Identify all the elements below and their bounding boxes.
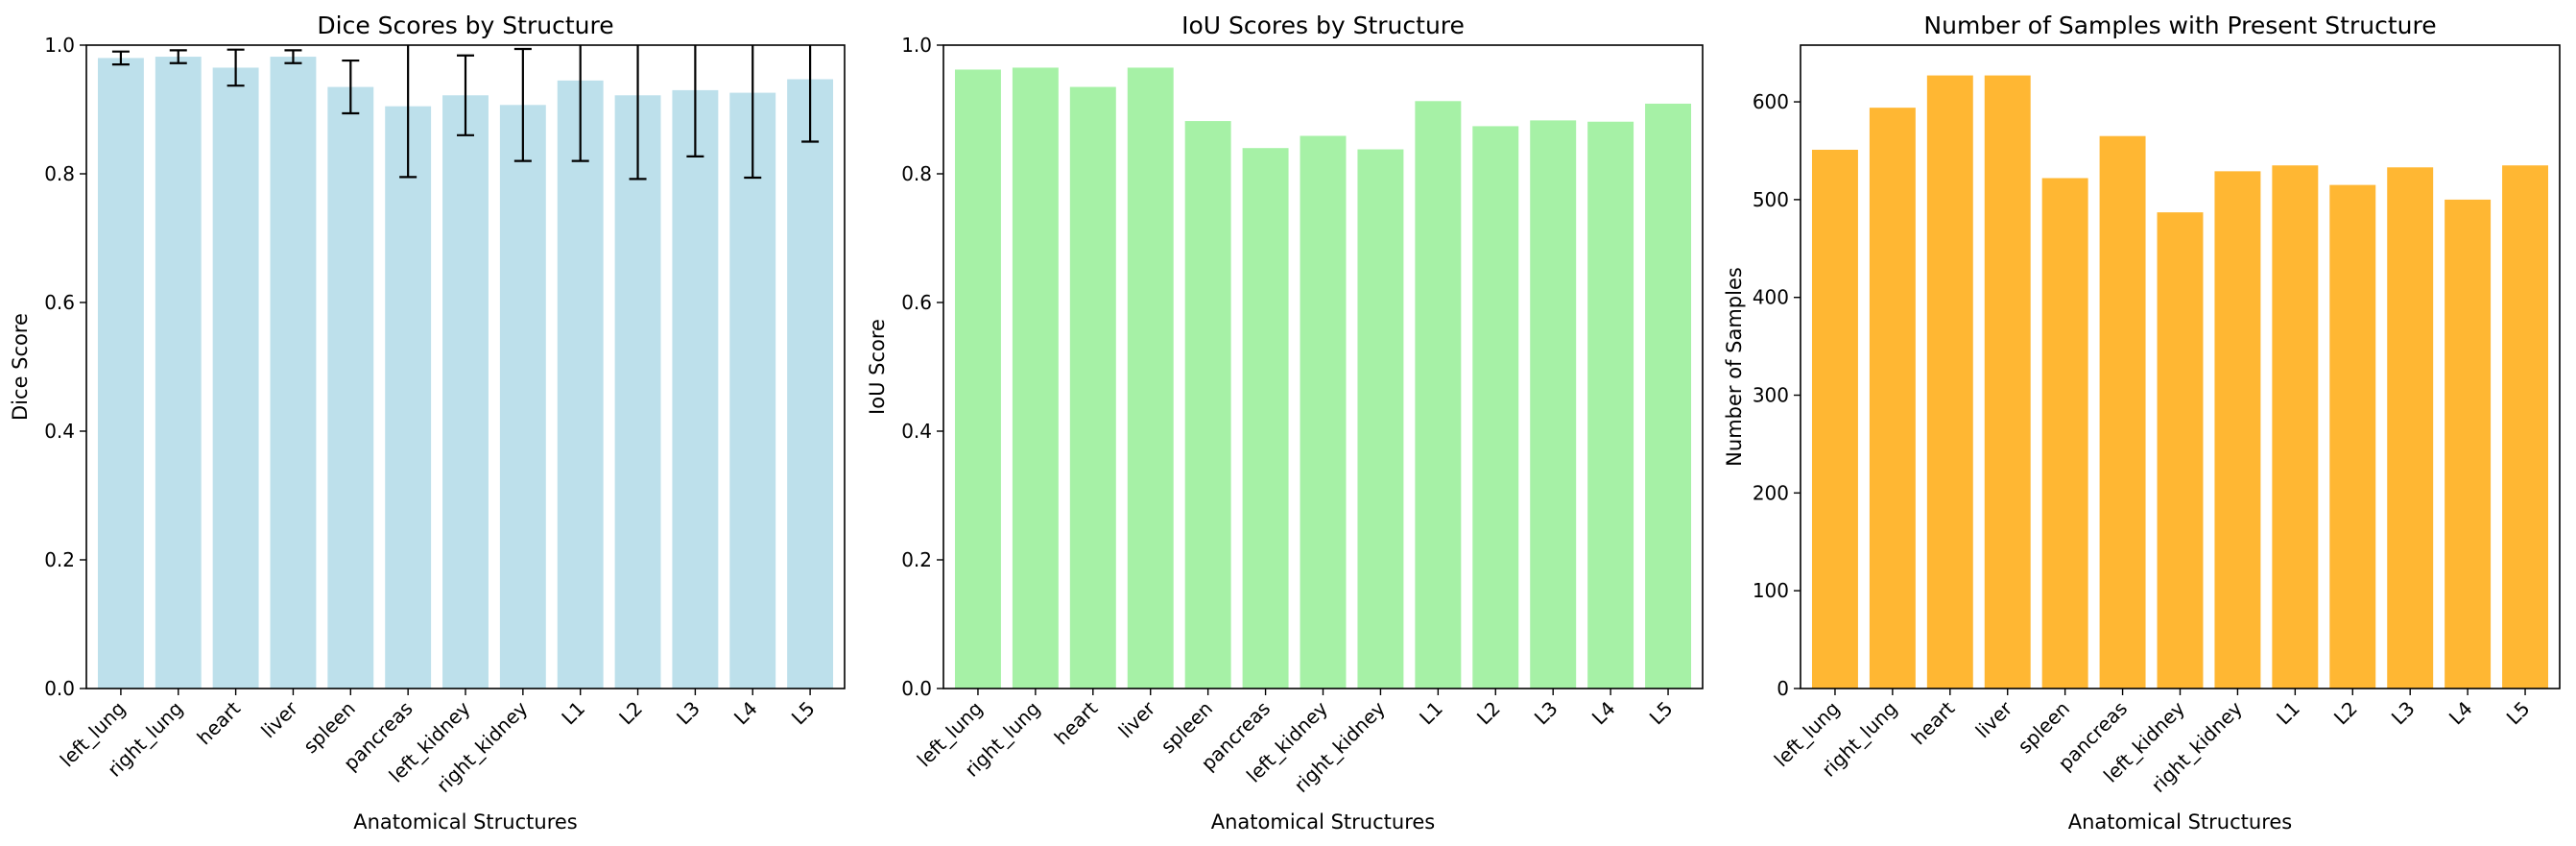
bar-L3 [2387,167,2434,689]
bar-right_kidney [499,105,546,689]
y-tick-label: 0.8 [44,162,75,185]
bar-left_kidney [442,95,489,689]
x-tick-label-L3: L3 [672,697,704,730]
x-tick-label-L5: L5 [787,697,820,730]
x-tick-label-L3: L3 [1530,697,1562,730]
x-tick-label-L2: L2 [1472,697,1505,730]
x-tick-label-L2: L2 [2329,697,2362,730]
y-tick-label: 0.6 [901,291,932,314]
bar-L2 [614,95,661,689]
bar-spleen [1184,121,1231,689]
y-tick-label: 0.4 [44,420,75,443]
bar-right_kidney [1357,149,1404,689]
y-tick-label: 400 [1753,286,1789,309]
bar-pancreas [385,106,432,689]
y-tick-label: 600 [1753,90,1789,113]
bar-L3 [1530,120,1577,689]
y-axis-label: IoU Score [866,319,889,415]
bar-L2 [1472,126,1519,689]
y-tick-label: 0.2 [901,548,932,571]
x-tick-label-L5: L5 [1645,697,1678,730]
bar-pancreas [1242,148,1289,689]
bar-L4 [1587,121,1634,689]
x-tick-label-L4: L4 [729,697,762,730]
x-tick-label-L1: L1 [1415,697,1447,730]
y-tick-label: 300 [1753,384,1789,407]
bar-left_kidney [1300,135,1347,689]
bar-left_kidney [2157,212,2204,689]
x-axis-label: Anatomical Structures [2068,810,2292,834]
y-tick-label: 500 [1753,188,1789,211]
bar-left_lung [954,69,1001,689]
bar-liver [1984,75,2031,689]
y-tick-label: 0.6 [44,291,75,314]
bar-L4 [729,92,776,689]
x-tick-label-L3: L3 [2387,697,2420,730]
y-tick-label: 0 [1777,677,1789,700]
x-tick-label-L2: L2 [614,697,647,730]
y-tick-label: 0.8 [901,162,932,185]
x-tick-label-heart: heart [192,696,245,749]
bar-liver [270,57,317,689]
bar-L2 [2329,184,2376,689]
bar-spleen [2041,178,2088,689]
bar-left_lung [97,58,144,689]
bar-heart [1069,86,1116,689]
x-axis-label: Anatomical Structures [1211,810,1435,834]
bar-pancreas [2099,135,2146,689]
y-tick-label: 0.2 [44,548,75,571]
x-tick-label-L5: L5 [2502,697,2535,730]
y-tick-label: 200 [1753,481,1789,504]
bar-L1 [2272,165,2319,689]
y-tick-label: 1.0 [901,34,932,57]
bar-right_lung [1012,67,1059,689]
bar-L1 [1415,101,1462,689]
x-tick-label-liver: liver [1971,696,2017,742]
x-tick-label-L1: L1 [2272,697,2304,730]
x-axis-label: Anatomical Structures [353,810,577,834]
x-tick-label-heart: heart [1907,696,1960,749]
x-tick-label-liver: liver [1114,696,1160,742]
y-tick-label: 0.0 [901,677,932,700]
bar-right_lung [1869,108,1916,689]
y-axis-label: Dice Score [9,313,32,421]
bar-spleen [327,86,374,689]
bar-right_kidney [2214,171,2261,689]
y-tick-label: 100 [1753,579,1789,602]
y-tick-label: 0.0 [44,677,75,700]
x-tick-label-liver: liver [256,696,302,742]
bar-L5 [2502,165,2549,689]
bar-L4 [2445,199,2492,689]
bar-L5 [1645,103,1692,689]
bar-liver [1127,67,1174,689]
chart-title: Number of Samples with Present Structure [1923,12,2436,39]
bar-L5 [787,79,834,689]
y-axis-label: Number of Samples [1723,267,1746,467]
y-tick-label: 0.4 [901,420,932,443]
bar-heart [1926,75,1973,689]
bar-L1 [557,80,604,689]
chart-title: IoU Scores by Structure [1181,12,1465,39]
bar-L3 [672,89,719,689]
x-tick-label-L4: L4 [1587,697,1620,730]
error-bars [111,45,820,181]
chart-title: Dice Scores by Structure [317,12,613,39]
x-tick-label-heart: heart [1050,696,1103,749]
y-tick-label: 1.0 [44,34,75,57]
x-tick-label-L4: L4 [2445,697,2477,730]
bar-heart [212,67,259,689]
x-tick-label-L1: L1 [557,697,589,730]
bar-left_lung [1811,149,1858,689]
bar-right_lung [155,57,202,689]
